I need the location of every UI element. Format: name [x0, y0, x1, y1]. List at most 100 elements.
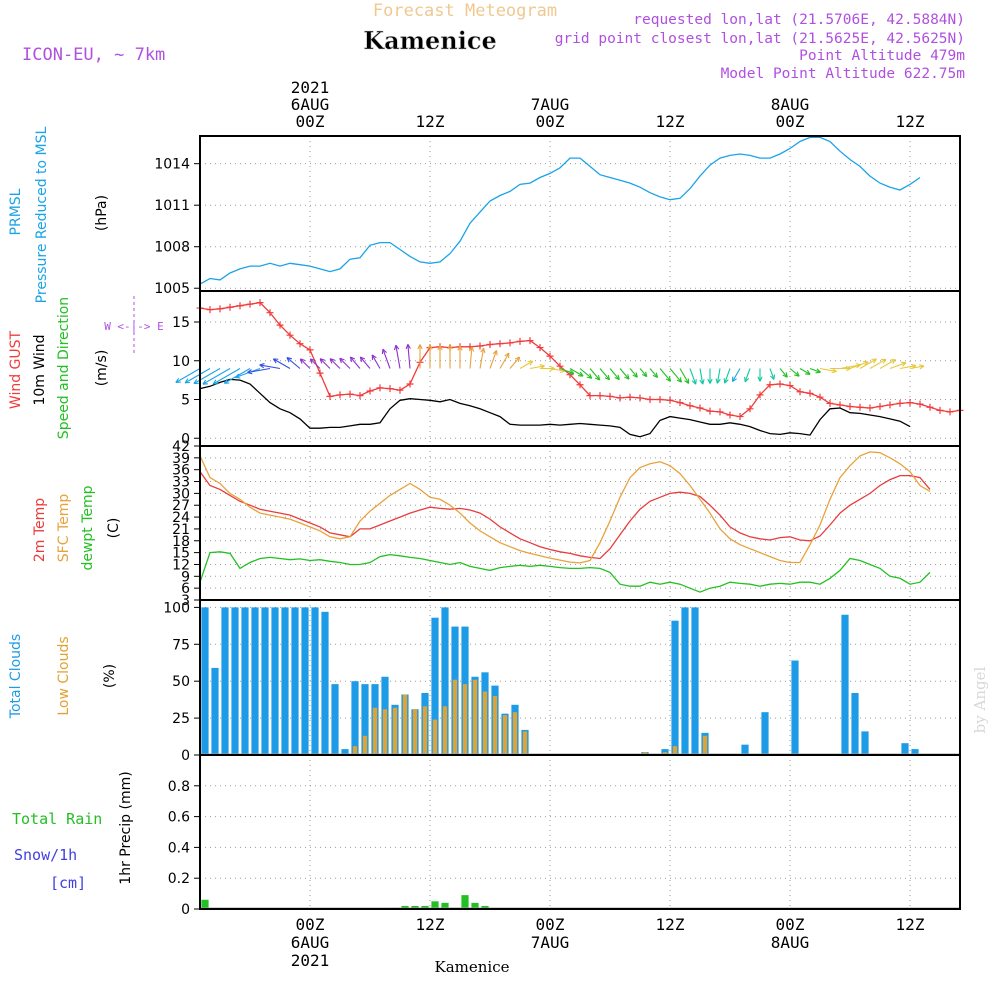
wind-arrow: [679, 368, 690, 384]
y-tick-label: 18: [172, 534, 190, 550]
y-tick-label: 27: [172, 498, 190, 514]
bar-total-clouds: [761, 712, 769, 755]
bar-total-clouds: [301, 607, 309, 755]
bar-secondary-low-clouds: [442, 706, 448, 755]
bar-secondary-low-clouds: [362, 735, 368, 755]
wind-arrow-head: [371, 354, 377, 361]
wind-arrow: [859, 358, 877, 369]
gust-marker: [896, 399, 904, 407]
wind-arrow-head: [665, 376, 672, 382]
wind-arrow: [202, 368, 231, 385]
model-altitude: Model Point Altitude 622.75m: [721, 66, 966, 82]
gust-marker: [706, 407, 714, 415]
wind-arrow-head: [699, 379, 705, 385]
y-tick-label: 36: [172, 463, 190, 479]
bar-total-clouds: [231, 607, 239, 755]
bar-total-rain: [411, 905, 419, 909]
location-title: Kamenice: [363, 26, 497, 55]
wind-arrow: [669, 368, 682, 383]
bottom-time-label: 00Z: [776, 915, 805, 934]
wind-arrow: [809, 367, 821, 373]
gust-marker: [406, 380, 414, 388]
y-tick-label: 0: [181, 748, 190, 764]
y-tick-label: 21: [172, 522, 190, 538]
panel-4: 0 0.2 0.4 0.6 0.8: [168, 754, 961, 918]
wind-arrow-head: [247, 369, 253, 375]
y-tick-label: 10: [172, 354, 190, 370]
gust-marker: [806, 389, 814, 397]
top-time-label: 12Z: [656, 112, 685, 131]
wind-arrow: [889, 362, 907, 370]
gust-marker: [576, 381, 584, 389]
bar-total-rain: [481, 905, 489, 909]
bar-total-rain: [401, 905, 409, 909]
y-tick-label: 3: [181, 593, 190, 609]
gust-marker: [486, 340, 494, 348]
y-tick-label: 5: [181, 393, 190, 409]
bar-total-clouds: [241, 607, 249, 755]
wind-arrow-head: [234, 373, 241, 379]
bottom-time-label: 12Z: [656, 915, 685, 934]
gust-marker: [786, 382, 794, 390]
bar-total-clouds: [791, 660, 799, 755]
wind-arrow-head: [393, 344, 400, 351]
bar-secondary-low-clouds: [452, 679, 458, 755]
y-tick-label: 100: [163, 600, 190, 616]
wind-arrow: [849, 361, 869, 370]
wind-arrow: [319, 358, 331, 369]
wind-arrow: [629, 368, 638, 378]
wind-arrow-head: [468, 346, 475, 352]
wind-arrow-head: [339, 357, 345, 364]
y-tick-label: 0: [181, 902, 190, 918]
bottom-time-label: 00Z: [536, 915, 565, 934]
top-time-label: 8AUG: [771, 95, 810, 114]
wind-arrow: [619, 368, 630, 380]
panel-3: 0 25 50 75 100: [163, 599, 961, 764]
gust-marker: [686, 402, 694, 410]
wind-arrow: [529, 365, 545, 370]
top-time-label: 12Z: [416, 112, 445, 131]
wind-arrow-head: [676, 377, 683, 383]
gust-marker: [916, 400, 924, 408]
wind-arrow-head: [405, 344, 411, 350]
wind-arrow: [899, 365, 917, 370]
clouds-unit: (%): [102, 664, 118, 688]
bar-secondary-low-clouds: [512, 712, 518, 755]
gust-marker: [476, 342, 484, 350]
wind-arrow: [819, 367, 837, 372]
wind-arrow-head: [447, 344, 453, 350]
top-time-label: 7AUG: [531, 95, 570, 114]
bar-total-rain: [461, 895, 469, 909]
wind-arrow-head: [691, 379, 697, 385]
top-time-label: 00Z: [776, 112, 805, 131]
gust-label: Wind GUST: [8, 330, 24, 409]
gust-marker: [366, 387, 374, 395]
wind-arrow-head: [329, 358, 336, 364]
wind-arrow: [559, 367, 575, 375]
wind-arrow: [349, 356, 361, 369]
gust-marker: [246, 300, 254, 308]
wind-arrow: [479, 348, 485, 369]
wind-arrow-head: [586, 373, 593, 379]
wind-arrow-head: [614, 374, 620, 381]
bar-total-clouds: [251, 607, 259, 755]
top-time-label: 2021: [291, 78, 330, 97]
gust-marker: [846, 402, 854, 410]
wind-arrow-head: [684, 378, 690, 384]
bar-total-clouds: [441, 607, 449, 755]
wind-arrow-head: [359, 356, 366, 362]
y-tick-label: 33: [172, 475, 190, 491]
y-tick-label: 1008: [154, 240, 190, 256]
y-tick-label: 15: [172, 546, 190, 562]
wind-arrow-head: [457, 345, 463, 351]
series-line-sfc-temp: [199, 451, 931, 564]
panel-frame: [199, 754, 961, 910]
wind-arrow-head: [707, 378, 713, 384]
bar-secondary-low-clouds: [492, 695, 498, 755]
gust-marker: [596, 392, 604, 400]
bar-total-clouds: [361, 684, 369, 755]
point-altitude: Point Altitude 479m: [799, 48, 965, 64]
wind-arrow-head: [723, 378, 729, 384]
panel-0: 1005 1008 1011 1014: [154, 135, 961, 297]
